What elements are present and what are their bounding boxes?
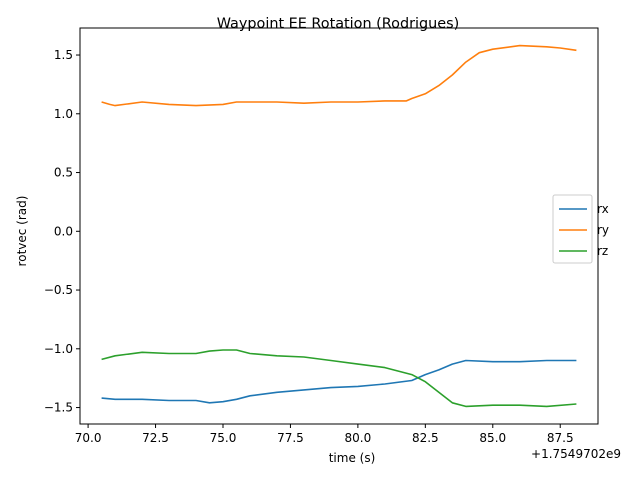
y-tick-label: −0.5	[44, 283, 73, 297]
series-line-rx	[101, 359, 577, 404]
legend-label-rz: rz	[597, 244, 608, 258]
legend-box	[552, 194, 593, 264]
y-tick-label: 0.5	[54, 166, 73, 180]
x-axis: 70.0 72.5 75.0 77.5 80.0 82.5 85.0 87.5	[75, 424, 574, 445]
plot-frame	[79, 27, 599, 425]
x-tick-label: 85.0	[479, 431, 506, 445]
x-tick-label: 87.5	[547, 431, 574, 445]
plot-lines	[101, 44, 577, 408]
legend-label-ry: ry	[597, 223, 609, 237]
x-tick-label: 80.0	[345, 431, 372, 445]
series-line-rz	[101, 349, 577, 408]
chart-title: Waypoint EE Rotation (Rodrigues)	[217, 16, 459, 32]
y-tick-label: 1.5	[54, 48, 73, 62]
x-offset-label: +1.7549702e9	[531, 447, 621, 461]
y-axis: −1.5 −1.0 −0.5 0.0 0.5 1.0 1.5	[44, 48, 80, 415]
x-tick-label: 70.0	[75, 431, 102, 445]
x-tick-label: 75.0	[210, 431, 237, 445]
x-tick-label: 82.5	[412, 431, 439, 445]
y-tick-label: 1.0	[54, 107, 73, 121]
legend: rx ry rz	[552, 194, 609, 264]
series-line-ry	[101, 44, 577, 107]
y-tick-label: −1.5	[44, 401, 73, 415]
legend-label-rx: rx	[597, 202, 609, 216]
y-axis-label: rotvec (rad)	[15, 196, 29, 267]
y-tick-label: −1.0	[44, 342, 73, 356]
x-tick-label: 77.5	[277, 431, 304, 445]
y-tick-label: 0.0	[54, 224, 73, 238]
x-axis-label: time (s)	[329, 451, 376, 465]
x-tick-label: 72.5	[142, 431, 169, 445]
